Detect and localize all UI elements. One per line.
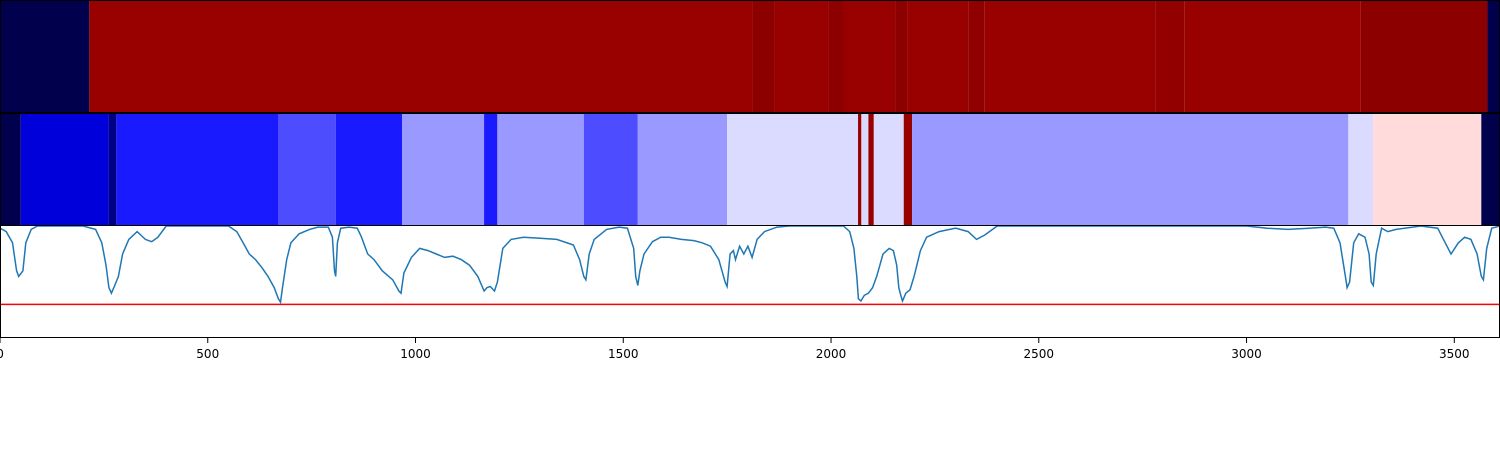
heatmap-top [0, 0, 1500, 113]
line-panel [0, 225, 1500, 338]
x-tick-label-1500: 1500 [608, 347, 639, 361]
x-tick-label-3000: 3000 [1231, 347, 1262, 361]
heatmap-middle-cell-14 [868, 113, 874, 226]
x-tick-label-2000: 2000 [816, 347, 847, 361]
heatmap-top-cell-13 [1487, 0, 1500, 113]
heatmap-top-cell-2 [752, 0, 775, 113]
heatmap-top-cell-9 [984, 0, 1156, 113]
x-tick-label-1000: 1000 [400, 347, 431, 361]
heatmap-middle-cell-18 [1348, 113, 1374, 226]
heatmap-middle-cell-17 [912, 113, 1349, 226]
heatmap-middle-cell-20 [1481, 113, 1500, 226]
heatmap-middle-cell-7 [484, 113, 498, 226]
heatmap-middle-cell-6 [402, 113, 485, 226]
x-axis: 0 500 1000 1500 2000 2500 3000 3500 [0, 338, 1470, 361]
heatmap-middle-cell-13 [861, 113, 869, 226]
heatmap-top-cell-10 [1155, 0, 1185, 113]
heatmap-middle [0, 113, 1500, 226]
x-tick-label-0: 0 [0, 347, 4, 361]
heatmap-top-cell-8 [968, 0, 985, 113]
heatmap-middle-cell-9 [583, 113, 638, 226]
heatmap-top-cell-7 [907, 0, 969, 113]
heatmap-top-cell-12 [1360, 0, 1488, 113]
heatmap-middle-cell-1 [20, 113, 109, 226]
heatmap-middle-cell-4 [278, 113, 336, 226]
heatmap-middle-cell-3 [116, 113, 279, 226]
heatmap-middle-cell-15 [873, 113, 904, 226]
heatmap-top-cell-1 [89, 0, 753, 113]
x-tick-label-500: 500 [196, 347, 219, 361]
heatmap-middle-cell-2 [108, 113, 117, 226]
heatmap-middle-cell-0 [0, 113, 21, 226]
heatmap-top-cell-11 [1184, 0, 1361, 113]
line-panel-frame [0, 225, 1500, 338]
heatmap-middle-cell-8 [497, 113, 584, 226]
heatmap-middle-cell-10 [637, 113, 728, 226]
heatmap-top-cell-5 [843, 0, 896, 113]
series-line [0, 225, 1500, 305]
heatmap-top-cell-4 [828, 0, 844, 113]
heatmap-middle-cell-5 [335, 113, 403, 226]
heatmap-top-cell-0 [0, 0, 90, 113]
x-tick-label-3500: 3500 [1439, 347, 1470, 361]
heatmap-middle-cell-12 [858, 113, 862, 226]
heatmap-middle-cell-19 [1373, 113, 1482, 226]
x-tick-label-2500: 2500 [1024, 347, 1055, 361]
heatmap-middle-cell-16 [903, 113, 913, 226]
heatmap-top-cell-3 [774, 0, 829, 113]
heatmap-middle-cell-11 [727, 113, 859, 226]
heatmap-top-cell-6 [895, 0, 908, 113]
